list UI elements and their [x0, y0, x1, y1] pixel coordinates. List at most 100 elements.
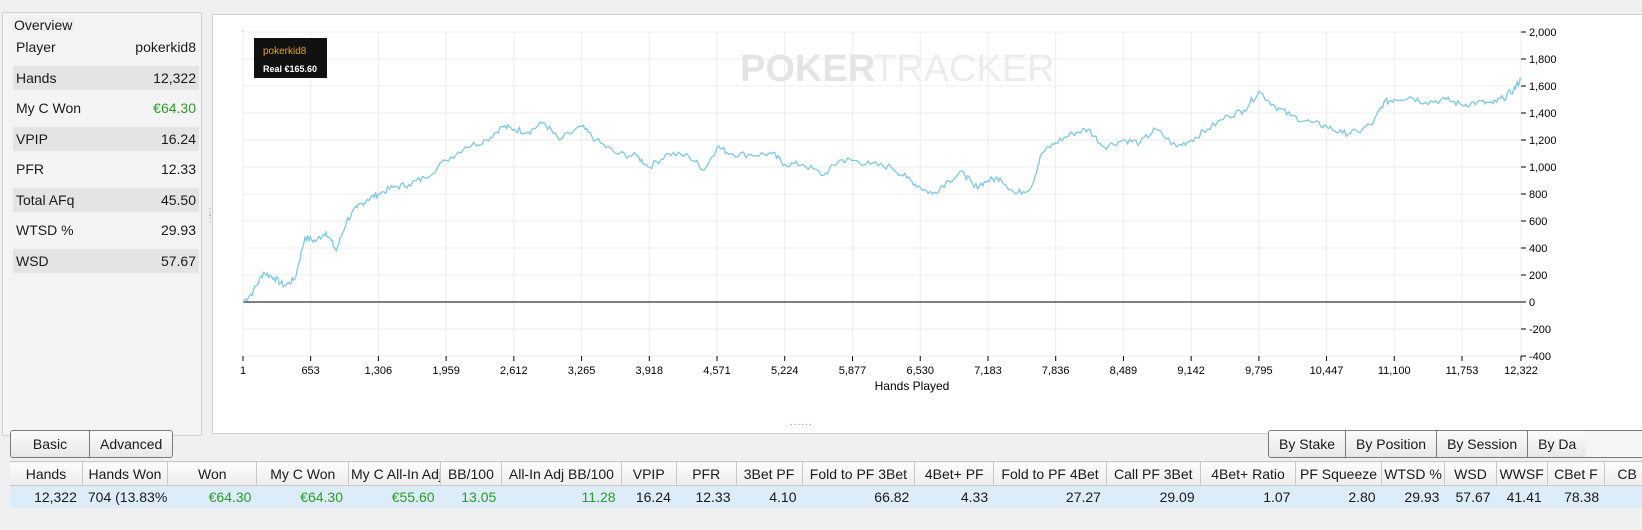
overview-row-label: WTSD % — [16, 222, 74, 238]
overview-row-value: 12,322 — [153, 69, 196, 86]
y-tick-label: 0 — [1529, 297, 1535, 309]
graph-panel: POKER TRACKER 2,000 1,800 1,600 1,400 1,200 1,0… — [212, 14, 1642, 434]
x-tick-label: 9,795 — [1245, 365, 1273, 377]
overview-row-total-afq: Total AFq 45.50 — [13, 187, 199, 212]
column-header[interactable]: WWSF — [1496, 461, 1548, 486]
overview-row-wsd: WSD 57.67 — [13, 248, 199, 273]
y-tick-label: 600 — [1529, 216, 1547, 228]
x-tick-label: 7,836 — [1042, 365, 1070, 377]
column-header[interactable]: Hands Won — [82, 461, 169, 486]
table-cell: 16.24 — [621, 485, 677, 508]
table-cell: 12,322 — [10, 485, 83, 508]
overview-row-value: 29.93 — [160, 222, 196, 238]
x-tick-label: 2,612 — [500, 365, 528, 377]
x-axis-label: Hands Played — [875, 379, 950, 393]
table-cell: 2.80 — [1295, 485, 1382, 508]
table-cell: €64.30 — [167, 485, 258, 508]
overview-row-my-c-won: My C Won €64.30 — [13, 96, 199, 120]
overview-row-vpip: VPIP 16.24 — [13, 126, 199, 151]
table-cell: 78.38 — [1547, 485, 1606, 508]
overview-row-label: Player — [16, 39, 56, 55]
x-tick-label: 10,447 — [1310, 365, 1344, 377]
column-header[interactable]: Fold to PF 4Bet — [993, 461, 1107, 486]
x-tick-label: 653 — [301, 365, 319, 377]
column-header[interactable]: 4Bet+ PF — [914, 461, 995, 486]
column-header[interactable]: WSD — [1444, 461, 1497, 486]
overview-row-label: Total AFq — [16, 191, 75, 208]
column-header[interactable]: Hands — [10, 461, 83, 486]
overview-row-label: PFR — [16, 161, 44, 177]
report-grouping-tabs: By Stake By Position By Session By Da — [1268, 430, 1642, 458]
overview-row-value: 16.24 — [160, 130, 196, 147]
column-header[interactable]: Won — [167, 461, 258, 486]
overview-row-player: Player pokerkid8 — [13, 35, 199, 59]
column-header[interactable]: PF Squeeze — [1295, 461, 1382, 486]
column-header[interactable]: BB/100 — [440, 461, 503, 486]
watermark-text: POKER — [740, 48, 875, 90]
legend-box — [254, 38, 327, 78]
by-stake-tab[interactable]: By Stake — [1269, 431, 1347, 457]
table-row[interactable]: 12,322 704 (13.83%) €64.30 €64.30 €55.60 13.0… — [10, 485, 1642, 508]
legend-value: Real €165.60 — [263, 64, 317, 74]
column-header[interactable]: PFR — [676, 461, 737, 486]
column-header[interactable]: WTSD % — [1381, 461, 1446, 486]
overview-row-value: 45.50 — [160, 191, 196, 208]
y-tick-label: 2,000 — [1529, 27, 1557, 39]
column-header[interactable]: VPIP — [621, 461, 677, 486]
advanced-tab[interactable]: Advanced — [90, 431, 173, 457]
column-header[interactable]: My C Won — [256, 461, 350, 486]
by-date-tab[interactable]: By Da — [1528, 431, 1587, 457]
series-line — [242, 77, 1522, 303]
by-session-tab[interactable]: By Session — [1437, 431, 1529, 457]
column-header[interactable]: 3Bet PF — [736, 461, 803, 486]
column-header[interactable]: Call PF 3Bet — [1106, 461, 1201, 486]
table-cell: 13.05 — [440, 485, 503, 508]
x-tick-label: 1,306 — [365, 365, 393, 377]
y-tick-label: -200 — [1529, 324, 1551, 336]
x-tick-label: 7,183 — [974, 365, 1002, 377]
overview-panel: Overview Player pokerkid8 Hands 12,322 My C … — [2, 12, 202, 436]
overview-row-wtsd: WTSD % 29.93 — [13, 218, 199, 242]
y-tick-label: 1,200 — [1529, 135, 1557, 147]
y-tick-label: 1,000 — [1529, 162, 1557, 174]
stats-table: Hands Hands Won Won My C Won My C All-In Adj… — [10, 461, 1642, 508]
x-tick-label: 3,265 — [568, 365, 596, 377]
x-tick-label: 1 — [240, 365, 246, 377]
table-cell: 1.07 — [1200, 485, 1297, 508]
x-tick-label: 5,224 — [771, 365, 799, 377]
table-cell: 29.09 — [1106, 485, 1201, 508]
table-cell: 11.28 — [501, 485, 622, 508]
x-tick-label: 9,142 — [1177, 365, 1205, 377]
column-header[interactable]: CBet F — [1547, 461, 1606, 486]
overview-row-label: VPIP — [16, 130, 48, 147]
y-tick-label: -400 — [1529, 351, 1551, 363]
column-header[interactable]: CB — [1604, 461, 1642, 486]
column-header[interactable]: My C All-In Adj — [348, 461, 441, 486]
legend-player-name: pokerkid8 — [263, 46, 307, 57]
y-tick-label: 800 — [1529, 189, 1547, 201]
column-header[interactable]: Fold to PF 3Bet — [802, 461, 916, 486]
table-cell: 12.33 — [676, 485, 737, 508]
vertical-splitter-handle[interactable]: ⋮ ⋮ — [205, 207, 215, 224]
table-cell: 29.93 — [1381, 485, 1446, 508]
overview-row-pfr: PFR 12.33 — [13, 157, 199, 181]
column-header[interactable]: 4Bet+ Ratio — [1200, 461, 1297, 486]
overview-row-label: Hands — [16, 69, 57, 86]
overview-title: Overview — [12, 17, 75, 33]
column-header[interactable]: All-In Adj BB/100 — [501, 461, 622, 486]
table-cell: 57.67 — [1444, 485, 1497, 508]
horizontal-splitter-handle[interactable]: ...... — [790, 417, 813, 428]
table-cell — [1604, 485, 1642, 508]
x-tick-label: 1,959 — [432, 365, 460, 377]
x-tick-label: 4,571 — [703, 365, 731, 377]
x-tick-label: 12,322 — [1504, 365, 1538, 377]
by-position-tab[interactable]: By Position — [1346, 431, 1438, 457]
view-mode-toggle: Basic Advanced — [10, 430, 174, 458]
y-tick-label: 400 — [1529, 243, 1547, 255]
overview-row-value: 12.33 — [160, 161, 196, 177]
x-tick-label: 5,877 — [839, 365, 867, 377]
basic-tab[interactable]: Basic — [11, 431, 90, 457]
table-cell: 41.41 — [1496, 485, 1548, 508]
table-cell: 704 (13.83%) — [82, 485, 169, 508]
